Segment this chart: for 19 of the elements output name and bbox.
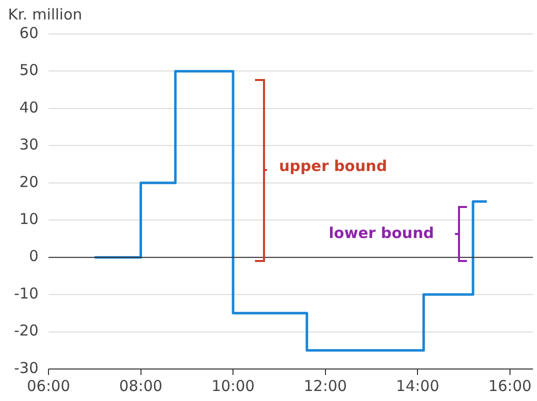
y-tick-label: 40 — [19, 98, 38, 116]
y-tick-label: 20 — [19, 172, 38, 191]
y-tick-label: 30 — [19, 136, 38, 154]
annotation: lower bound — [328, 224, 434, 242]
x-tick-label: 12:00 — [304, 376, 347, 395]
x-tick-label: 16:00 — [488, 376, 532, 395]
y-tick-label: 50 — [19, 61, 38, 80]
x-tick-label: 08:00 — [119, 376, 162, 395]
y-tick-label: 60 — [19, 24, 38, 42]
y-tick-label: -20 — [14, 322, 38, 340]
y-tick-label: 10 — [19, 210, 38, 228]
x-tick-label: 06:00 — [26, 376, 70, 395]
y-tick-label: 0 — [28, 247, 38, 266]
annotation: upper bound — [279, 157, 388, 175]
x-tick-label: 10:00 — [211, 376, 255, 395]
y-axis-title: Kr. million — [8, 5, 82, 24]
y-tick-label: -10 — [14, 284, 38, 302]
x-tick-label: 14:00 — [396, 376, 440, 395]
y-tick-label: -30 — [14, 358, 38, 377]
